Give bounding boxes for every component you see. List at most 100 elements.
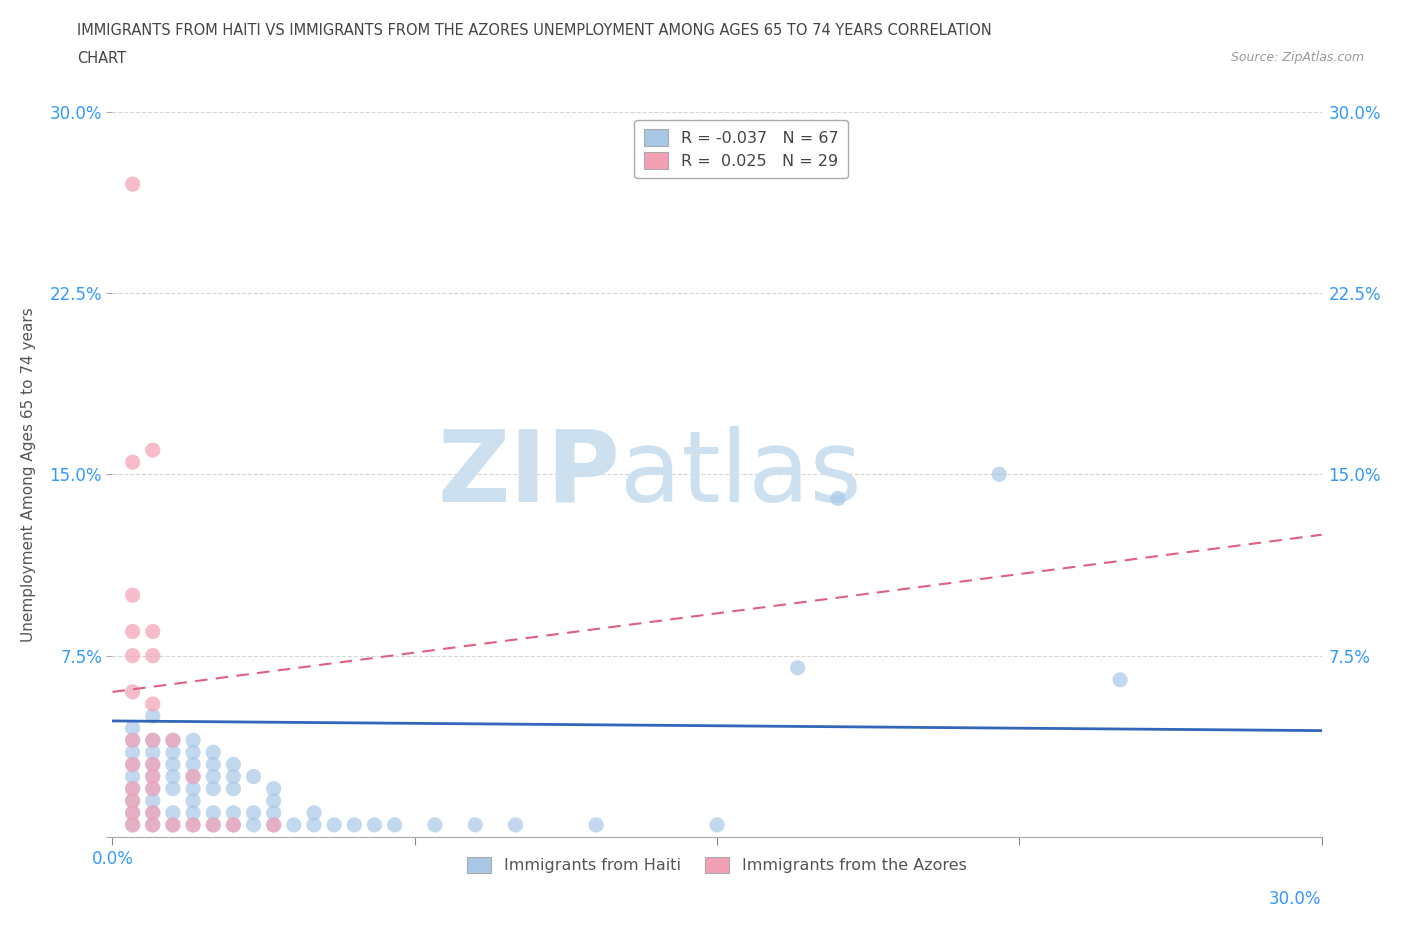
- Point: [142, 781, 165, 796]
- Point: [222, 781, 245, 796]
- Point: [505, 817, 527, 832]
- Point: [142, 733, 165, 748]
- Point: [181, 817, 204, 832]
- Y-axis label: Unemployment Among Ages 65 to 74 years: Unemployment Among Ages 65 to 74 years: [21, 307, 35, 642]
- Point: [162, 817, 184, 832]
- Point: [121, 684, 143, 699]
- Point: [142, 805, 165, 820]
- Point: [263, 781, 285, 796]
- Point: [162, 733, 184, 748]
- Point: [181, 781, 204, 796]
- Point: [121, 733, 143, 748]
- Point: [121, 624, 143, 639]
- Text: 30.0%: 30.0%: [1270, 890, 1322, 909]
- Point: [142, 443, 165, 458]
- Point: [142, 733, 165, 748]
- Point: [585, 817, 607, 832]
- Point: [283, 817, 305, 832]
- Point: [222, 769, 245, 784]
- Point: [121, 793, 143, 808]
- Point: [181, 769, 204, 784]
- Point: [142, 697, 165, 711]
- Point: [121, 817, 143, 832]
- Point: [181, 757, 204, 772]
- Point: [202, 817, 225, 832]
- Point: [263, 817, 285, 832]
- Point: [242, 817, 264, 832]
- Point: [786, 660, 808, 675]
- Point: [142, 781, 165, 796]
- Point: [142, 805, 165, 820]
- Point: [142, 793, 165, 808]
- Text: atlas: atlas: [620, 426, 862, 523]
- Point: [263, 793, 285, 808]
- Point: [202, 805, 225, 820]
- Point: [242, 805, 264, 820]
- Point: [121, 793, 143, 808]
- Point: [162, 781, 184, 796]
- Point: [181, 769, 204, 784]
- Point: [384, 817, 406, 832]
- Point: [142, 817, 165, 832]
- Point: [1109, 672, 1132, 687]
- Point: [162, 733, 184, 748]
- Point: [121, 177, 143, 192]
- Legend: Immigrants from Haiti, Immigrants from the Azores: Immigrants from Haiti, Immigrants from t…: [461, 850, 973, 880]
- Point: [222, 817, 245, 832]
- Point: [121, 757, 143, 772]
- Text: ZIP: ZIP: [437, 426, 620, 523]
- Point: [121, 817, 143, 832]
- Point: [222, 805, 245, 820]
- Point: [121, 769, 143, 784]
- Text: Source: ZipAtlas.com: Source: ZipAtlas.com: [1230, 51, 1364, 64]
- Point: [142, 757, 165, 772]
- Point: [121, 721, 143, 736]
- Point: [142, 709, 165, 724]
- Point: [121, 733, 143, 748]
- Text: IMMIGRANTS FROM HAITI VS IMMIGRANTS FROM THE AZORES UNEMPLOYMENT AMONG AGES 65 T: IMMIGRANTS FROM HAITI VS IMMIGRANTS FROM…: [77, 23, 993, 38]
- Point: [302, 817, 325, 832]
- Point: [162, 805, 184, 820]
- Point: [121, 805, 143, 820]
- Point: [181, 745, 204, 760]
- Point: [121, 648, 143, 663]
- Point: [706, 817, 728, 832]
- Point: [142, 757, 165, 772]
- Point: [162, 769, 184, 784]
- Point: [202, 781, 225, 796]
- Point: [121, 805, 143, 820]
- Point: [121, 781, 143, 796]
- Point: [202, 745, 225, 760]
- Point: [323, 817, 346, 832]
- Point: [263, 805, 285, 820]
- Point: [181, 733, 204, 748]
- Point: [343, 817, 366, 832]
- Point: [988, 467, 1011, 482]
- Point: [121, 455, 143, 470]
- Point: [363, 817, 385, 832]
- Point: [222, 817, 245, 832]
- Point: [142, 817, 165, 832]
- Point: [827, 491, 849, 506]
- Point: [181, 793, 204, 808]
- Point: [263, 817, 285, 832]
- Point: [181, 817, 204, 832]
- Point: [142, 624, 165, 639]
- Point: [121, 745, 143, 760]
- Point: [202, 817, 225, 832]
- Point: [202, 757, 225, 772]
- Point: [121, 757, 143, 772]
- Point: [142, 648, 165, 663]
- Point: [162, 757, 184, 772]
- Point: [222, 757, 245, 772]
- Point: [142, 769, 165, 784]
- Point: [302, 805, 325, 820]
- Point: [423, 817, 446, 832]
- Point: [121, 781, 143, 796]
- Point: [242, 769, 264, 784]
- Text: CHART: CHART: [77, 51, 127, 66]
- Point: [202, 769, 225, 784]
- Point: [142, 745, 165, 760]
- Point: [162, 745, 184, 760]
- Point: [142, 769, 165, 784]
